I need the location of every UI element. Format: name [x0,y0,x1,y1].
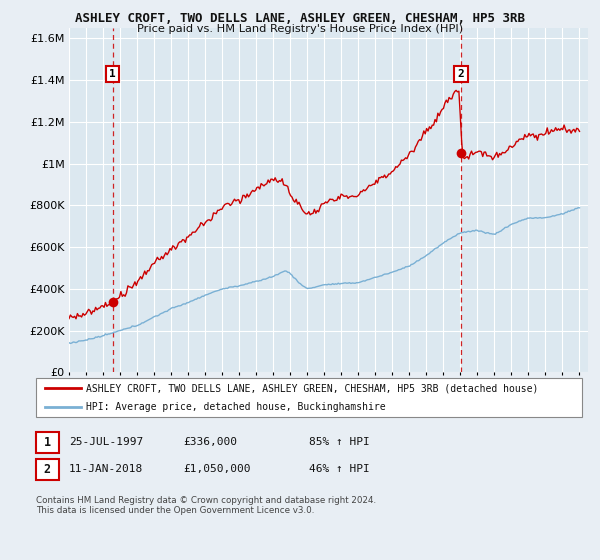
Text: Contains HM Land Registry data © Crown copyright and database right 2024.
This d: Contains HM Land Registry data © Crown c… [36,496,376,515]
Text: ASHLEY CROFT, TWO DELLS LANE, ASHLEY GREEN, CHESHAM, HP5 3RB (detached house): ASHLEY CROFT, TWO DELLS LANE, ASHLEY GRE… [86,383,538,393]
Text: 85% ↑ HPI: 85% ↑ HPI [309,437,370,447]
Text: 1: 1 [44,436,51,449]
Text: Price paid vs. HM Land Registry's House Price Index (HPI): Price paid vs. HM Land Registry's House … [137,24,463,34]
Text: 2: 2 [44,463,51,476]
Text: 2: 2 [458,69,464,79]
Text: 11-JAN-2018: 11-JAN-2018 [69,464,143,474]
Text: ASHLEY CROFT, TWO DELLS LANE, ASHLEY GREEN, CHESHAM, HP5 3RB: ASHLEY CROFT, TWO DELLS LANE, ASHLEY GRE… [75,12,525,25]
Text: 25-JUL-1997: 25-JUL-1997 [69,437,143,447]
Text: 46% ↑ HPI: 46% ↑ HPI [309,464,370,474]
Text: HPI: Average price, detached house, Buckinghamshire: HPI: Average price, detached house, Buck… [86,402,385,412]
Text: £1,050,000: £1,050,000 [183,464,251,474]
Text: £336,000: £336,000 [183,437,237,447]
Text: 1: 1 [109,69,116,79]
